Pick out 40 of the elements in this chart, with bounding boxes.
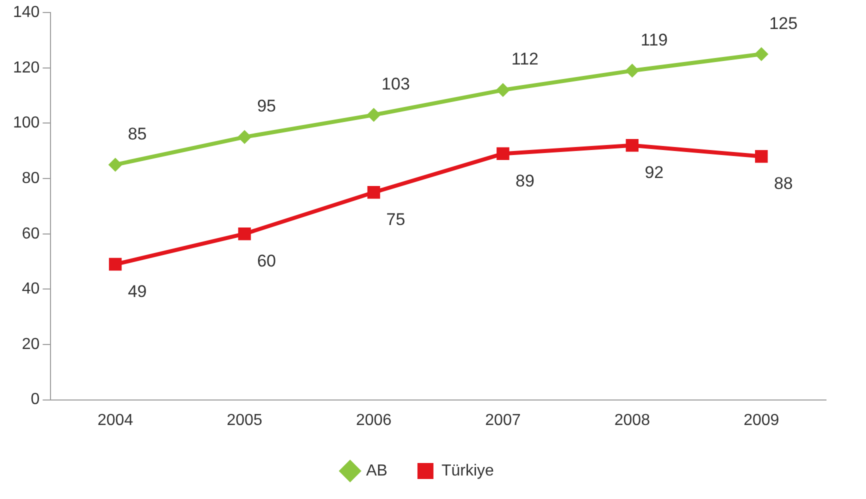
point xyxy=(754,47,768,62)
x-tick-label: 2005 xyxy=(226,412,262,429)
y-tick-label: 120 xyxy=(12,59,40,76)
y-tick-label: 40 xyxy=(22,280,40,298)
data-label: 125 xyxy=(769,14,798,33)
point xyxy=(238,227,251,240)
legend-label: Türkiye xyxy=(441,462,494,480)
data-label: 119 xyxy=(640,30,668,50)
point xyxy=(755,150,768,163)
point xyxy=(238,130,252,144)
legend-label: AB xyxy=(366,462,388,480)
point xyxy=(108,158,122,172)
data-label: 88 xyxy=(774,174,793,194)
y-tick-label: 80 xyxy=(22,170,40,187)
data-label: 60 xyxy=(257,252,276,271)
x-tick-label: 2007 xyxy=(485,412,521,429)
data-label: 95 xyxy=(257,96,276,116)
y-tick-label: 60 xyxy=(22,225,40,242)
point xyxy=(626,138,639,152)
data-label: 89 xyxy=(515,171,534,190)
x-tick-label: 2006 xyxy=(356,412,392,429)
x-tick-label: 2009 xyxy=(744,412,780,429)
data-label: 103 xyxy=(382,74,410,94)
y-tick-label: 20 xyxy=(22,336,40,353)
x-tick-label: 2004 xyxy=(98,412,134,429)
y-tick-label: 140 xyxy=(12,4,40,22)
data-label: 49 xyxy=(128,282,147,301)
data-label: 75 xyxy=(386,210,406,230)
point xyxy=(108,258,122,271)
y-tick-label: 100 xyxy=(12,114,40,132)
point xyxy=(625,64,640,78)
point xyxy=(496,147,510,160)
data-label: 85 xyxy=(128,124,147,144)
point xyxy=(366,108,381,122)
y-tick-label: 0 xyxy=(30,391,40,408)
data-label: 92 xyxy=(644,163,664,182)
point xyxy=(367,186,380,199)
data-label: 112 xyxy=(511,50,539,69)
x-tick-label: 2008 xyxy=(614,412,650,429)
point xyxy=(496,83,510,98)
